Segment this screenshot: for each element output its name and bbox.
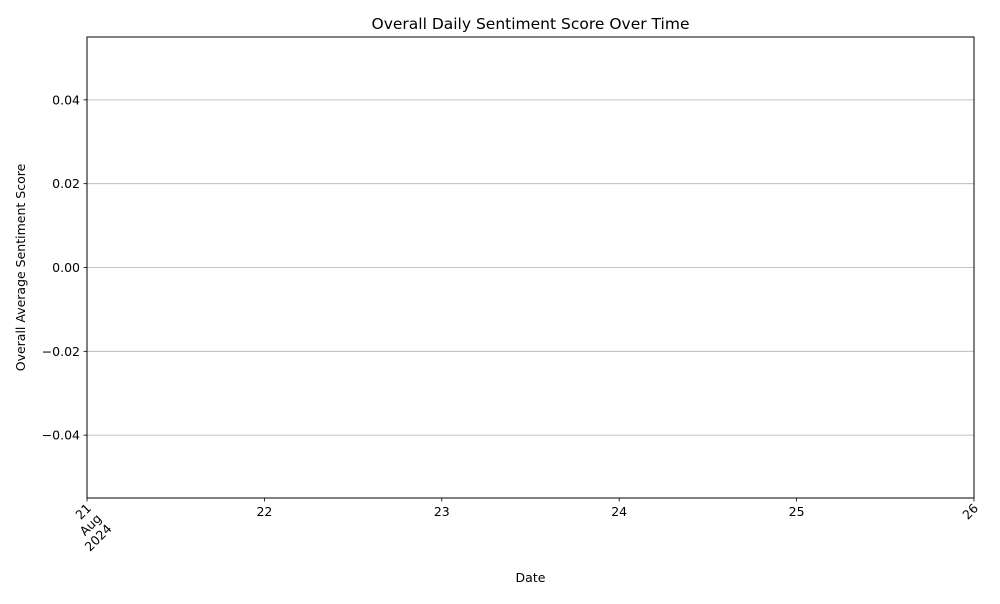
- y-axis-label: Overall Average Sentiment Score: [13, 163, 28, 371]
- x-tick-label: 22: [256, 504, 272, 519]
- y-tick-label: 0.02: [52, 176, 80, 191]
- y-tick-label: 0.04: [52, 92, 80, 107]
- y-tick-label: 0.00: [52, 260, 80, 275]
- x-tick-label: 24: [611, 504, 627, 519]
- y-axis-ticks: −0.04 −0.02 0.00 0.02 0.04: [42, 92, 87, 443]
- chart-title: Overall Daily Sentiment Score Over Time: [372, 15, 690, 33]
- gridlines: [87, 99, 974, 436]
- y-tick-label: −0.04: [42, 428, 80, 443]
- x-tick-label: 23: [434, 504, 450, 519]
- x-axis-label: Date: [516, 570, 546, 585]
- x-tick-label: 25: [789, 504, 805, 519]
- y-tick-label: −0.02: [42, 344, 80, 359]
